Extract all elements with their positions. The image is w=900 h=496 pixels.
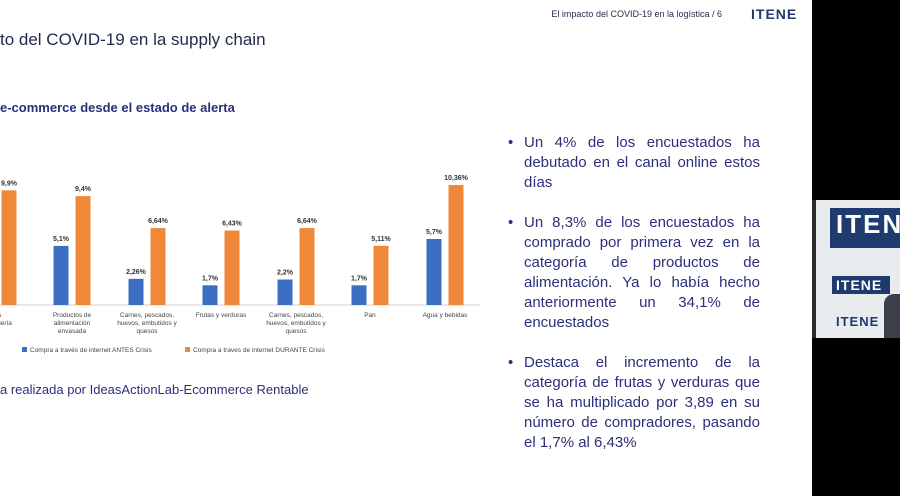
chart-category-label-line: Pan <box>364 312 376 319</box>
chart-bar <box>202 285 218 305</box>
chart-category-label-line: droguería <box>0 320 12 327</box>
chart-bar <box>53 245 69 305</box>
chart-bar <box>75 196 91 305</box>
chart-category-label-line: alimentación <box>54 320 91 327</box>
chart-data-label: 6,64% <box>148 218 169 225</box>
webcam-banner-logo: ITENE <box>836 209 900 239</box>
chart-bar <box>299 228 315 305</box>
webcam-sign <box>832 276 890 294</box>
chart-category-label: Carnes, pescados, huevos, embutidos y ques… <box>117 312 177 335</box>
chart-bar <box>128 278 144 305</box>
chart-category-label-line: quesos <box>137 328 159 335</box>
chart-data-label: 5,7% <box>426 229 443 236</box>
chart-data-label: 2,2% <box>277 270 294 277</box>
bullet-list: Un 4% de los encuestados ha debutado en … <box>508 133 760 473</box>
chart-data-label: 5,11% <box>371 236 391 243</box>
chart-bar <box>426 238 442 305</box>
chart-category-label-line: Carnes, pescados, <box>120 312 174 319</box>
chart-data-label: 1,7% <box>351 275 368 282</box>
legend-label: Compra a través de internet ANTES Crisis <box>30 347 152 354</box>
webcam-person <box>884 294 900 338</box>
chart-category-label-line: envasada <box>58 328 87 335</box>
bullet-item: Un 8,3% de los encuestados ha comprado p… <box>508 213 760 333</box>
chart-category-label-line: Productos de <box>53 312 92 319</box>
chart-category-label-line: quesos <box>286 328 308 335</box>
chart-category-label-line: Carnes, pescados, <box>269 312 323 319</box>
chart-bar <box>277 279 293 305</box>
chart-bar <box>351 285 367 305</box>
legend-label: Compra a traves de internet DURANTE Cris… <box>193 347 326 354</box>
bullet-item: Destaca el incremento de la categoría de… <box>508 353 760 453</box>
chart-category-label: Pan <box>364 312 376 319</box>
chart-category-label-line: os <box>0 312 2 319</box>
chart-data-label: 5,1% <box>53 236 70 243</box>
chart-data-label: 9,9% <box>1 180 18 187</box>
chart-category-label: Agua y bebidas <box>423 312 469 319</box>
chart-category-label: Carnes, pescados, huevos, embutidos y ques… <box>266 312 326 335</box>
chart-data-label: 2,26% <box>126 269 147 276</box>
chart-category-label: osdroguería <box>0 312 12 327</box>
slide-header-title: El impacto del COVID-19 en la logística … <box>551 9 722 19</box>
chart-bar <box>1 190 17 305</box>
presentation-slide: El impacto del COVID-19 en la logística … <box>0 0 812 496</box>
chart-category-label-line: huevos, embutidos y <box>266 320 326 327</box>
chart-subtitle: e-commerce desde el estado de alerta <box>0 100 235 115</box>
chart-data-label: 9,4% <box>75 186 92 193</box>
chart-data-label: 10,36% <box>444 175 469 182</box>
chart-data-label: 1,7% <box>202 275 219 282</box>
bar-chart: 5,1% 2,26% 1,7% 2,2% 1,7% 5,7% 9,9% 9,4% 6,64% 6,… <box>0 175 480 354</box>
webcam-sign-logo: ITENE <box>836 277 883 293</box>
chart-category-label-line: huevos, embutidos y <box>117 320 177 327</box>
chart-bar <box>150 228 166 305</box>
chart-category-label: Productos de alimentación envasada <box>53 312 92 335</box>
source-note: a realizada por IdeasActionLab-Ecommerce… <box>0 382 309 397</box>
bullet-item: Un 4% de los encuestados ha debutado en … <box>508 133 760 193</box>
chart-category-label: Frutas y verduras <box>196 312 247 319</box>
slide-title: to del COVID-19 en la supply chain <box>0 30 266 49</box>
chart-bar <box>448 185 464 305</box>
legend-swatch <box>185 347 190 352</box>
chart-data-label: 6,64% <box>297 218 318 225</box>
itene-logo: ITENE <box>751 6 798 22</box>
webcam-banner <box>830 208 900 248</box>
webcam-feed: ITENE ITENE ITENE <box>812 200 900 338</box>
chart-category-label-line: Agua y bebidas <box>423 312 469 319</box>
legend-swatch <box>22 347 27 352</box>
chart-bar <box>224 230 240 305</box>
webcam-wall-logo: ITENE <box>836 314 880 329</box>
chart-data-label: 6,43% <box>222 221 243 228</box>
chart-category-label-line: Frutas y verduras <box>196 312 247 319</box>
chart-bar <box>373 245 389 305</box>
